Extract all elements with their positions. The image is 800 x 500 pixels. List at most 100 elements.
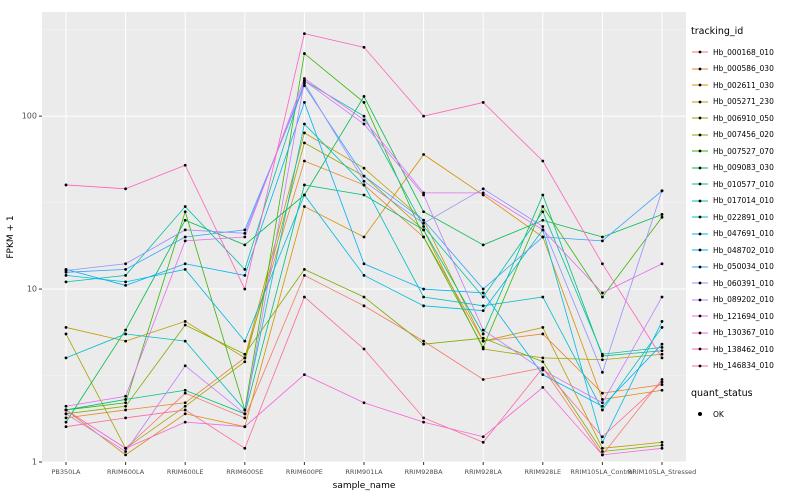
data-point (124, 453, 127, 457)
legend-key-icon (692, 364, 708, 368)
data-point (303, 373, 306, 377)
legend-item: Hb_138462_010 (691, 341, 799, 358)
data-point (183, 228, 187, 232)
data-point (362, 174, 366, 178)
data-point (541, 326, 545, 329)
data-point (124, 398, 127, 401)
data-point (362, 179, 366, 183)
legend-item-label: Hb_130367_010 (713, 328, 774, 338)
legend-item-label: Hb_047691_010 (713, 229, 774, 239)
legend-item-label: Hb_146834_010 (713, 361, 774, 371)
legend-item-label: Hb_121694_010 (713, 311, 774, 321)
data-point (303, 131, 306, 135)
data-point (124, 280, 127, 284)
y-tick-label: 1 (32, 458, 37, 467)
data-point (64, 280, 68, 284)
x-tick-label: RRIM928LE (524, 468, 561, 476)
data-point (601, 408, 604, 412)
data-point (243, 231, 247, 235)
data-point (183, 404, 187, 408)
data-point (541, 193, 545, 197)
data-point (422, 210, 425, 214)
data-point (601, 262, 604, 266)
data-point (422, 287, 425, 291)
quant-legend-label: OK (713, 409, 724, 419)
data-point (660, 380, 664, 384)
data-point (124, 408, 127, 412)
data-point (183, 239, 187, 243)
legend-item-label: Hb_089202_010 (713, 295, 774, 305)
data-point (183, 235, 187, 239)
data-point (541, 368, 545, 372)
data-point (660, 342, 664, 346)
data-point (541, 218, 545, 222)
data-point (124, 401, 127, 405)
data-point (660, 352, 664, 356)
data-point (601, 235, 604, 239)
data-point (303, 81, 306, 85)
data-point (422, 304, 425, 308)
legend-item: Hb_017014_010 (691, 193, 799, 210)
data-point (660, 320, 664, 323)
x-tick-label: RRIM600SE (226, 468, 263, 476)
data-point (303, 77, 306, 80)
data-point (303, 122, 306, 126)
legend-item: Hb_121694_010 (691, 308, 799, 325)
data-point (660, 443, 664, 447)
legend-key-icon (692, 50, 708, 54)
legend-key-icon (692, 67, 708, 71)
legend-item-label: Hb_002611_030 (713, 80, 774, 90)
x-tick-label: RRIM600LE (167, 468, 204, 476)
data-point (362, 122, 366, 126)
data-point (660, 345, 664, 349)
data-point (183, 420, 187, 424)
data-point (481, 287, 485, 291)
legend-key-icon (692, 232, 708, 236)
data-point (601, 370, 604, 374)
data-point (362, 101, 366, 104)
data-point (660, 356, 664, 360)
data-point (601, 440, 604, 444)
point-key-icon (691, 407, 709, 421)
x-tick-label: RRIM901LA (345, 468, 383, 476)
data-point (183, 401, 187, 405)
data-point (183, 262, 187, 266)
data-point (124, 450, 127, 453)
data-point (183, 412, 187, 416)
data-point (541, 366, 545, 370)
legend-key-icon (692, 347, 708, 351)
data-point (541, 332, 545, 336)
legend-item: Hb_007456_020 (691, 127, 799, 144)
data-point (303, 205, 306, 208)
x-tick-label: PB350LA (51, 468, 81, 476)
legend-item: Hb_060391_010 (691, 275, 799, 292)
legend-item: Hb_006910_050 (691, 110, 799, 127)
data-point (422, 295, 425, 299)
data-point (660, 189, 664, 193)
legend-item-label: Hb_009083_030 (713, 163, 774, 173)
data-point (303, 159, 306, 163)
data-point (362, 193, 366, 197)
data-point (124, 339, 127, 343)
legend-item-label: Hb_007456_020 (713, 130, 774, 140)
data-point (362, 295, 366, 299)
data-point (303, 183, 306, 187)
data-point (183, 267, 187, 271)
legend-key-icon (692, 199, 708, 203)
data-point (601, 404, 604, 408)
data-point (481, 435, 485, 439)
data-point (422, 225, 425, 228)
legend-item: Hb_005271_230 (691, 94, 799, 111)
data-point (183, 388, 187, 392)
data-point (362, 262, 366, 266)
legend-item-label: Hb_048702_010 (713, 245, 774, 255)
legend-key-icon (692, 149, 708, 153)
legend-item-label: Hb_017014_010 (713, 196, 774, 206)
data-point (183, 339, 187, 343)
legend-item-label: Hb_060391_010 (713, 278, 774, 288)
legend-key-icon (692, 83, 708, 87)
data-point (481, 193, 485, 197)
legend-key-icon (692, 281, 708, 285)
data-point (243, 352, 247, 356)
